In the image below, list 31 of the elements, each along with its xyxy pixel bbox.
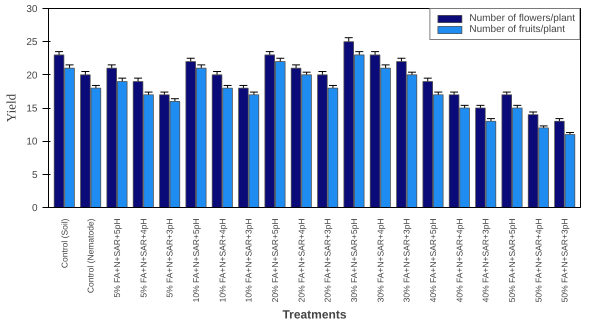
y-tick-label: 30 [26,4,38,15]
y-axis-title: Yield [3,93,18,122]
x-tick-label: 40% FA+N+SAR+5pH [428,218,438,302]
x-tick-label: 50% FA+N+SAR+3pH [560,218,570,302]
x-tick-label: 10% FA+N+SAR+4pH [217,218,228,302]
x-tick-label: 20% FA+N+SAR+4pH [296,218,306,302]
legend-label: Number of flowers/plant [469,13,575,24]
legend-label: Number of fruits/plant [469,24,565,35]
x-tick-label: 50% FA+N+SAR+5pH [507,218,518,302]
x-tick-label: 5% FA+N+SAR+3pH [164,218,175,298]
x-tick-label: 5% FA+N+SAR+4pH [138,218,148,298]
y-tick-label: 20 [26,70,38,82]
x-tick-label: 30% FA+N+SAR+5pH [349,218,360,302]
y-tick-label: 5 [32,170,38,181]
x-tick-label: 20% FA+N+SAR+5pH [270,218,280,302]
x-tick-label: 30% FA+N+SAR+3pH [402,218,412,302]
x-tick-label: 40% FA+N+SAR+4pH [454,218,464,302]
x-tick-label: Control (Soil) [59,218,70,268]
x-tick-label: 20% FA+N+SAR+3pH [322,218,333,302]
x-tick-label: 50% FA+N+SAR+4pH [533,218,544,302]
y-tick-label: 25 [26,37,38,48]
x-tick-label: Control (Nematode) [86,218,96,294]
y-tick-label: 0 [32,203,38,214]
x-tick-label: 10% FA+N+SAR+5pH [190,218,201,302]
x-tick-label: 40% FA+N+SAR+3pH [480,218,491,302]
x-tick-label: 30% FA+N+SAR+4pH [375,218,386,302]
x-tick-label: 5% FA+N+SAR+5pH [112,218,122,298]
x-axis-title: Treatments [282,307,347,322]
y-tick-label: 15 [26,104,38,114]
x-tick-label: 10% FA+N+SAR+3pH [244,218,254,302]
y-tick-label: 10 [26,136,38,148]
